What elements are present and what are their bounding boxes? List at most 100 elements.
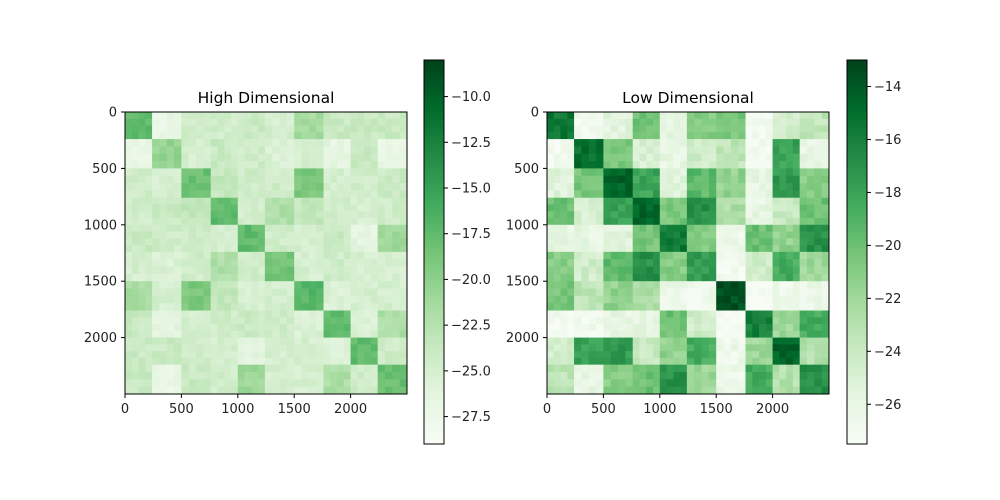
heatmap-cell xyxy=(244,273,252,282)
heatmap-cell xyxy=(210,337,218,345)
heatmap-cell xyxy=(237,317,245,325)
heatmap-cell xyxy=(730,112,739,120)
heatmap-cell xyxy=(596,273,604,282)
heatmap-cell xyxy=(673,125,681,133)
heatmap-cell xyxy=(596,281,604,289)
heatmap-cell xyxy=(231,303,239,311)
heatmap-cell xyxy=(272,161,280,169)
heatmap-cell xyxy=(224,153,232,162)
heatmap-cell xyxy=(567,288,575,297)
heatmap-cell xyxy=(752,204,760,212)
heatmap-cell xyxy=(224,211,232,219)
heatmap-cell xyxy=(131,224,139,232)
heatmap-cell xyxy=(752,259,760,267)
heatmap-cell xyxy=(581,386,590,395)
heatmap-cell xyxy=(596,224,604,232)
heatmap-cell xyxy=(646,132,654,140)
heatmap-cell xyxy=(646,175,654,184)
heatmap-cell xyxy=(686,351,695,359)
heatmap-cell xyxy=(337,161,345,169)
heatmap-cell xyxy=(786,125,794,133)
colorbar-tick-label: −26 xyxy=(874,398,901,413)
heatmap-cell xyxy=(152,303,160,311)
heatmap-cell xyxy=(772,112,780,120)
heatmap-cell xyxy=(659,125,667,133)
heatmap-cell xyxy=(666,125,674,133)
heatmap-cell xyxy=(560,351,568,359)
heatmap-cell xyxy=(701,288,710,297)
heatmap-cell xyxy=(210,224,218,232)
heatmap-cell xyxy=(131,245,139,253)
heatmap-cell xyxy=(807,132,815,140)
heatmap-cell xyxy=(370,266,379,275)
heatmap-cell xyxy=(286,146,295,155)
heatmap-cell xyxy=(632,112,640,120)
heatmap-cell xyxy=(316,245,324,253)
heatmap-cell xyxy=(574,190,582,199)
heatmap-cell xyxy=(272,231,280,239)
heatmap-cell xyxy=(694,303,702,311)
heatmap-cell xyxy=(738,310,746,318)
heatmap-cell xyxy=(745,211,753,219)
heatmap-cell xyxy=(646,303,654,311)
heatmap-cell xyxy=(639,372,647,380)
heatmap-cell xyxy=(779,211,787,219)
heatmap-cell xyxy=(181,132,190,140)
heatmap-cell xyxy=(279,161,288,169)
heatmap-cell xyxy=(203,288,212,297)
heatmap-cell xyxy=(244,183,252,191)
heatmap-cell xyxy=(653,251,661,260)
heatmap-cell xyxy=(752,146,760,155)
heatmap-cell xyxy=(716,197,724,205)
heatmap-cell xyxy=(666,175,674,184)
heatmap-cell xyxy=(237,175,245,184)
heatmap-cell xyxy=(203,357,212,366)
heatmap-cell xyxy=(330,324,338,332)
heatmap-cell xyxy=(701,337,710,345)
heatmap-cell xyxy=(646,238,654,246)
heatmap-cell xyxy=(286,168,295,177)
heatmap-cell xyxy=(723,372,732,380)
colorbar-segment xyxy=(424,160,444,165)
heatmap-cell xyxy=(610,183,619,191)
heatmap-cell xyxy=(596,238,604,246)
heatmap-cell xyxy=(217,175,225,184)
heatmap-cell xyxy=(272,197,280,205)
heatmap-cell xyxy=(166,364,175,373)
colorbar-segment xyxy=(424,204,444,209)
heatmap-cell xyxy=(350,372,358,380)
colorbar-segment xyxy=(424,268,444,273)
heatmap-cell xyxy=(370,351,379,359)
heatmap-cell xyxy=(251,330,259,338)
heatmap-cell xyxy=(392,357,401,366)
heatmap-cell xyxy=(210,238,218,246)
heatmap-cell xyxy=(708,125,717,133)
heatmap-cell xyxy=(343,238,351,246)
heatmap-cell xyxy=(639,303,647,311)
heatmap-cell xyxy=(686,337,695,345)
heatmap-cell xyxy=(567,357,575,366)
heatmap-cell xyxy=(738,357,746,366)
heatmap-cell xyxy=(350,281,358,289)
heatmap-cell xyxy=(625,317,634,325)
heatmap-cell xyxy=(392,344,401,352)
heatmap-cell xyxy=(316,153,324,162)
heatmap-cell xyxy=(166,295,175,304)
heatmap-cell xyxy=(385,112,393,120)
heatmap-cell xyxy=(231,112,239,120)
colorbar-segment xyxy=(847,216,867,221)
heatmap-cell xyxy=(131,295,139,304)
heatmap-cell xyxy=(203,317,212,325)
heatmap-cell xyxy=(646,118,654,126)
heatmap-cell xyxy=(588,125,597,133)
heatmap-cell xyxy=(138,168,146,177)
heatmap-cell xyxy=(560,197,568,205)
heatmap-cell xyxy=(258,351,266,359)
heatmap-cell xyxy=(567,273,575,282)
heatmap-cell xyxy=(765,357,773,366)
heatmap-cell xyxy=(350,317,358,325)
heatmap-cell xyxy=(821,183,830,191)
heatmap-cell xyxy=(308,224,317,232)
heatmap-cell xyxy=(821,161,830,169)
heatmap-cell xyxy=(673,324,681,332)
